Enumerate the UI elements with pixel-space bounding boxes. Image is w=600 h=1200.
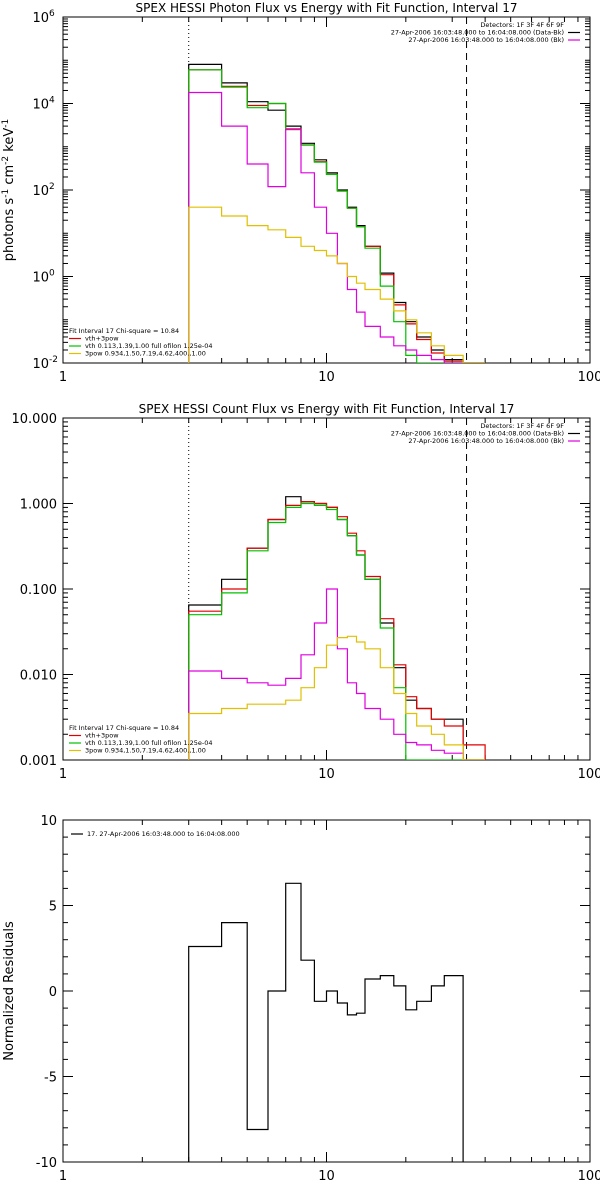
series-line-2 — [188, 69, 486, 363]
x-tick-label: 10 — [318, 767, 335, 782]
x-tick-label: 10 — [318, 370, 335, 385]
legend-entry: vth+3pow — [85, 335, 119, 343]
y-tick-label: 0.001 — [20, 754, 57, 769]
y-axis-label-part: -2 — [1, 156, 11, 165]
legend-entry: 3pow 0.934,1.50,7.19,4.62,400.,1.00 — [85, 350, 206, 358]
y-tick-label: 10 — [40, 814, 57, 829]
plot-frame-0 — [62, 16, 591, 364]
y-tick-base: 10 — [32, 11, 49, 26]
chart-title: SPEX HESSI Count Flux vs Energy with Fit… — [139, 402, 515, 416]
y-axis-label-part: keV — [2, 128, 17, 156]
y-axis-label-part: -1 — [1, 189, 11, 198]
series-line-3 — [188, 588, 486, 760]
y-tick-label: 10 — [32, 98, 49, 113]
series-line-3 — [188, 91, 486, 363]
legend-entry: vth 0.113,1.39,1.00 full ofilon 1.25e-04 — [85, 739, 213, 747]
y-tick-label: 0 — [49, 985, 57, 1000]
y-axis-label: photons s-1 cm-2 keV-1 — [1, 119, 17, 261]
legend-entry: Fit Interval 17 Chi-square = 10.84 — [69, 327, 179, 335]
y-tick-label: 10.000 — [12, 412, 58, 427]
y-axis-label-part: photons s — [2, 198, 17, 262]
legend-entry: Fit Interval 17 Chi-square = 10.84 — [69, 724, 179, 732]
y-tick-label: 0.010 — [20, 669, 57, 684]
x-tick-label: 100 — [578, 1169, 600, 1184]
y-axis-label: Normalized Residuals — [2, 921, 17, 1061]
y-tick-label: 1.000 — [20, 498, 57, 513]
y-tick-base: 10 — [32, 357, 49, 372]
y-tick-label: 10 — [32, 11, 49, 26]
series-line-4 — [188, 206, 486, 363]
x-tick-label: 1 — [59, 370, 67, 385]
y-tick-base: 10 — [32, 98, 49, 113]
y-tick-label: -5 — [44, 1071, 57, 1086]
y-tick-exponent: -2 — [49, 355, 58, 365]
y-tick-label: 10 — [32, 184, 49, 199]
series-line-4 — [188, 635, 486, 760]
legend-entry: vth 0.113,1.39,1.00 full ofilon 1.25e-04 — [85, 342, 213, 350]
x-tick-label: 1 — [59, 767, 67, 782]
y-tick-label: 0.100 — [20, 583, 57, 598]
y-tick-exponent: 6 — [49, 9, 55, 19]
y-axis-label-part: cm — [2, 165, 17, 189]
y-tick-exponent: 0 — [49, 269, 55, 279]
y-tick-base: 10 — [32, 184, 49, 199]
y-tick-label: 5 — [49, 900, 57, 915]
y-tick-base: 10 — [32, 271, 49, 286]
legend-entry: 17. 27-Apr-2006 16:03:48.000 to 16:04:08… — [87, 830, 240, 838]
series-line-0 — [188, 882, 464, 1162]
y-tick-label: -10 — [36, 1156, 57, 1171]
y-tick-label: 10 — [32, 357, 49, 372]
series-line-0 — [188, 63, 486, 363]
x-tick-label: 100 — [578, 767, 600, 782]
x-tick-label: 10 — [318, 1169, 335, 1184]
legend-entry: 27-Apr-2006 16:03:48.000 to 16:04:08.000… — [408, 36, 564, 44]
y-axis-label-part: -1 — [1, 119, 11, 128]
y-tick-label: 10 — [32, 271, 49, 286]
legend-entry: 27-Apr-2006 16:03:48.000 to 16:04:08.000… — [391, 430, 564, 438]
legend-entry: 3pow 0.934,1.50,7.19,4.62,400.,1.00 — [85, 747, 206, 755]
y-tick-exponent: 2 — [49, 182, 55, 192]
legend-entry: 27-Apr-2006 16:03:48.000 to 16:04:08.000… — [391, 29, 564, 37]
legend-entry: Detectors: 1F 3F 4F 6F 9F — [480, 422, 564, 430]
chart-title: SPEX HESSI Photon Flux vs Energy with Fi… — [136, 1, 518, 15]
y-tick-exponent: 4 — [49, 96, 55, 106]
legend-entry: vth+3pow — [85, 732, 119, 740]
legend-entry: Detectors: 1F 3F 4F 6F 9F — [480, 21, 564, 29]
x-tick-label: 1 — [59, 1169, 67, 1184]
x-tick-label: 100 — [578, 370, 600, 385]
legend-entry: 27-Apr-2006 16:03:48.000 to 16:04:08.000… — [408, 437, 564, 445]
